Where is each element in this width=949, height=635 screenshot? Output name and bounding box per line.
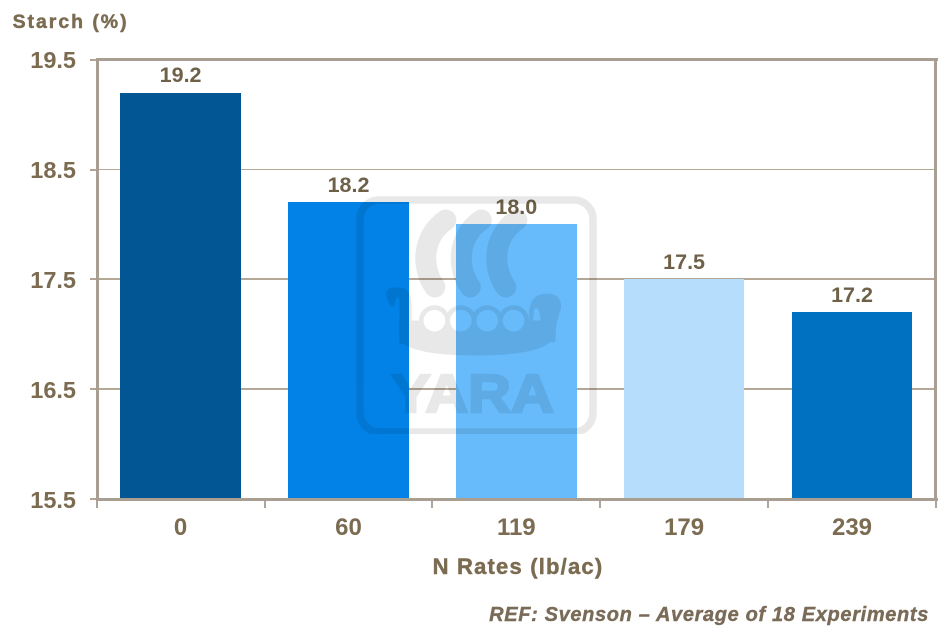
svg-text:YARA: YARA bbox=[391, 364, 554, 424]
